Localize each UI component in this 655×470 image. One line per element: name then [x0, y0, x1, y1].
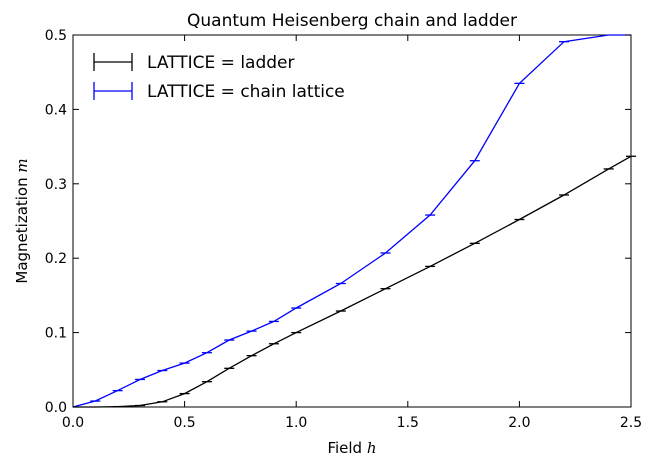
series-layer	[72, 34, 636, 408]
legend-label-ladder: LATTICE = ladder	[147, 53, 295, 73]
x-tick-label-2: 1.0	[285, 415, 307, 431]
plot-frame	[72, 34, 632, 408]
legend-entry-ladder: LATTICE = ladder	[93, 53, 295, 73]
x-axis-label-text: Field	[327, 439, 362, 457]
y-tick-label-3: 0.3	[45, 177, 67, 193]
y-axis-label-symbol: m	[13, 158, 31, 172]
x-tick-label-3: 1.5	[397, 415, 419, 431]
plot-area: 0.0 0.5 1.0 1.5 2.0 2.5 0.0 0.1 0.2 0.3 0.4 0.5	[45, 28, 642, 431]
y-tick-label-5: 0.5	[45, 28, 67, 44]
y-tick-label-2: 0.2	[45, 251, 67, 267]
x-axis-label-symbol: h	[367, 439, 377, 457]
legend-label-chain: LATTICE = chain lattice	[147, 82, 345, 102]
y-axis-label: Magnetization m	[13, 158, 31, 283]
y-axis-label-text: Magnetization	[13, 177, 31, 283]
y-tick-label-0: 0.0	[45, 400, 67, 416]
x-tick-label-1: 0.5	[173, 415, 195, 431]
x-axis-label: Field h	[327, 439, 376, 457]
x-tick-label-4: 2.0	[508, 415, 530, 431]
legend-marker-ladder	[93, 53, 133, 71]
legend-entry-chain: LATTICE = chain lattice	[93, 82, 345, 102]
x-tick-label-0: 0.0	[62, 415, 84, 431]
chart-title: Quantum Heisenberg chain and ladder	[187, 11, 517, 31]
y-tick-label-1: 0.1	[45, 326, 67, 342]
legend: LATTICE = ladder LATTICE = chain lattice	[93, 53, 345, 102]
tick-layer: 0.0 0.5 1.0 1.5 2.0 2.5 0.0 0.1 0.2 0.3 0.4 0.5	[45, 28, 642, 431]
x-tick-label-5: 2.5	[620, 415, 642, 431]
y-tick-label-4: 0.4	[45, 102, 67, 118]
legend-marker-chain	[93, 82, 133, 100]
